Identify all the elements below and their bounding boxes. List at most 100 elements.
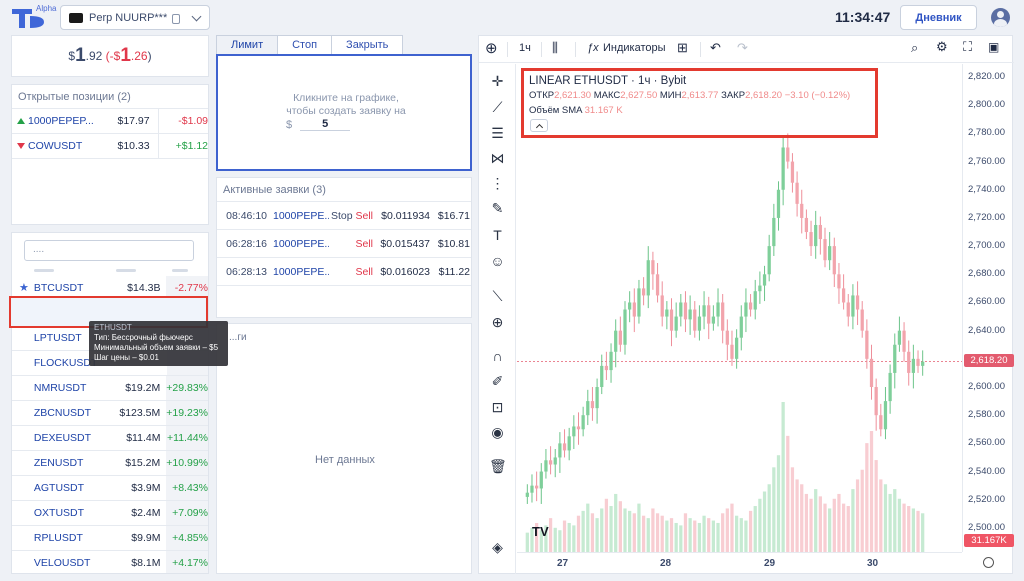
price-tick-label: 2,800.00: [968, 99, 1005, 111]
zoom-in-icon[interactable]: ⊕: [491, 314, 504, 330]
market-row[interactable]: VELOUSDT $8.1M +4.17%: [12, 551, 208, 573]
chart-panel: ⊕ 1ч ⫼ ƒx Индикаторы ⊞ ↶ ↷ ⌕ ⚙ ⛶ ▣ ✛ ⟋ ☰…: [478, 35, 1014, 574]
volume-bar: [553, 527, 557, 552]
interval-button[interactable]: 1ч: [519, 42, 531, 54]
brush-icon[interactable]: ✎: [491, 200, 504, 216]
camera-icon[interactable]: ▣: [988, 40, 1000, 54]
indicators-button[interactable]: Индикаторы: [603, 42, 666, 54]
candle-body: [572, 426, 576, 437]
candle-body: [716, 302, 720, 317]
candle-body: [595, 387, 599, 409]
position-symbol[interactable]: 1000PEPEP...: [28, 115, 94, 127]
order-body[interactable]: Кликните на графике, чтобы создать заявк…: [216, 54, 472, 171]
market-row[interactable]: OXTUSDT $2.4M +7.09%: [12, 501, 208, 526]
settings-icon[interactable]: ⚙: [936, 39, 948, 54]
position-row[interactable]: COWUSDT $10.33 +$1.12: [12, 133, 208, 159]
alert-search-icon[interactable]: ⌕: [911, 40, 919, 55]
market-row[interactable]: RPLUSDT $9.9M +4.85%: [12, 526, 208, 551]
account-select[interactable]: Perp NUURP***: [60, 5, 210, 30]
user-avatar-icon[interactable]: [991, 8, 1010, 27]
lock-drawings-icon[interactable]: ✐: [491, 373, 504, 389]
market-symbol[interactable]: AGTUSDT: [33, 482, 85, 494]
candle-body: [758, 285, 762, 292]
market-symbol[interactable]: VELOUSDT: [33, 557, 91, 569]
tab-limit[interactable]: Лимит: [216, 35, 279, 55]
prediction-icon[interactable]: ⋮: [490, 175, 505, 191]
open-label: ОТКР: [529, 90, 555, 101]
symbol-search-input[interactable]: ....: [24, 240, 194, 261]
order-qty: $16.71: [437, 209, 470, 222]
unlock-icon[interactable]: ⊡: [491, 399, 504, 415]
magnet-icon[interactable]: ∩: [492, 348, 503, 364]
sort-change-handle[interactable]: [172, 269, 188, 272]
order-row[interactable]: 08:46:10 1000PEPE... Stop Sell $0.011934 $16…: [217, 202, 471, 230]
tab-stop[interactable]: Стоп: [277, 35, 333, 55]
market-symbol[interactable]: NMRUSDT: [33, 382, 87, 394]
market-symbol[interactable]: DEXEUSDT: [33, 432, 92, 444]
indicators-icon[interactable]: ƒx: [587, 42, 599, 54]
market-symbol[interactable]: BTCUSDT: [33, 282, 84, 294]
candle-body: [711, 316, 715, 324]
amount-input[interactable]: 5: [300, 118, 351, 131]
market-change: +4.17%: [166, 551, 208, 573]
pattern-icon[interactable]: ⋈: [490, 150, 505, 166]
emoji-icon[interactable]: ☺: [490, 253, 505, 269]
order-row[interactable]: 06:28:16 1000PEPE... Sell $0.015437 $10.81: [217, 230, 471, 258]
market-symbol[interactable]: LPTUSDT: [33, 332, 82, 344]
text-tool-icon[interactable]: T: [493, 227, 502, 243]
low-value: 2,613.77: [681, 90, 719, 101]
layers-icon[interactable]: ◈: [492, 539, 503, 555]
axis-settings-icon[interactable]: [983, 557, 994, 568]
legend-collapse-button[interactable]: [530, 119, 548, 132]
position-symbol[interactable]: COWUSDT: [28, 140, 83, 152]
candle-body: [641, 288, 646, 296]
market-row[interactable]: NMRUSDT $19.2M +29.83%: [12, 376, 208, 401]
undo-icon[interactable]: ↶: [710, 40, 721, 55]
order-price: $0.015437: [380, 237, 430, 250]
ruler-icon[interactable]: ⟍: [492, 288, 503, 304]
redo-icon[interactable]: ↷: [737, 40, 748, 55]
price-chart[interactable]: [517, 64, 962, 552]
order-time: 06:28:13: [226, 265, 267, 278]
candle-body: [897, 330, 902, 345]
market-symbol[interactable]: OXTUSDT: [33, 507, 85, 519]
time-axis[interactable]: 27 28 29 30: [517, 552, 962, 574]
active-orders-panel: Активные заявки (3) 08:46:10 1000PEPE... S…: [216, 177, 472, 318]
sort-volume-handle[interactable]: [116, 269, 136, 272]
volume-bar: [739, 518, 743, 552]
market-row[interactable]: ZENUSDT $15.2M +10.99%: [12, 451, 208, 476]
sort-symbol-handle[interactable]: [34, 269, 54, 272]
volume-bar: [702, 515, 706, 552]
trendline-icon[interactable]: ⟋: [492, 99, 503, 115]
trash-icon[interactable]: 🗑: [489, 458, 507, 474]
tab-close[interactable]: Закрыть: [331, 35, 404, 55]
fullscreen-icon[interactable]: ⛶: [963, 39, 973, 54]
market-row[interactable]: DEXEUSDT $11.4M +11.44%: [12, 426, 208, 451]
candles-icon[interactable]: ⫼: [552, 40, 558, 55]
volume-bar: [874, 460, 878, 552]
crosshair-icon[interactable]: ✛: [491, 73, 504, 89]
app-logo[interactable]: [10, 6, 48, 30]
market-symbol[interactable]: ZBCNUSDT: [33, 407, 92, 419]
market-volume: $15.2M: [125, 457, 161, 469]
market-symbol[interactable]: FLOCKUSDT: [33, 357, 98, 369]
position-row[interactable]: 1000PEPEP... $17.97 -$1.09: [12, 108, 208, 134]
eye-icon[interactable]: ◉: [491, 424, 504, 440]
market-symbol[interactable]: ZENUSDT: [33, 457, 84, 469]
tooltip-line: Минимальный объем заявки – $5: [94, 343, 219, 352]
market-row[interactable]: ZBCNUSDT $123.5M +19.23%: [12, 401, 208, 426]
balance-currency: $: [68, 49, 76, 63]
order-time: 06:28:16: [226, 237, 267, 250]
volume-bar: [907, 506, 911, 552]
add-symbol-icon[interactable]: ⊕: [485, 40, 498, 57]
price-axis[interactable]: 2,820.00 2,800.00 2,780.00 2,760.00 2,740.00…: [962, 64, 1014, 552]
volume-bar: [846, 506, 850, 552]
templates-icon[interactable]: ⊞: [677, 40, 688, 55]
market-symbol[interactable]: RPLUSDT: [33, 532, 83, 544]
market-row[interactable]: AGTUSDT $3.9M +8.43%: [12, 476, 208, 501]
candle-body: [841, 288, 846, 303]
fib-icon[interactable]: ☰: [491, 125, 504, 141]
order-row[interactable]: 06:28:13 1000PEPE... Sell $0.016023 $11.22: [217, 258, 471, 286]
journal-button[interactable]: Дневник: [900, 5, 977, 30]
star-icon[interactable]: ★: [19, 281, 29, 294]
